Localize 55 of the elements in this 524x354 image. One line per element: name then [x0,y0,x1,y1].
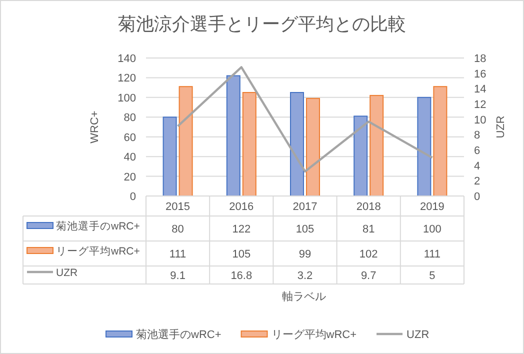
y-tick-label: 0 [130,191,136,203]
y-tick-label: 140 [118,53,136,65]
y-tick-label: 40 [124,152,136,164]
y2-tick-label: 10 [474,114,486,126]
data-label: 99 [298,248,312,260]
bar [226,75,240,196]
bar [178,86,193,196]
y2-tick-label: 0 [474,191,480,203]
text: 軸ラベル [282,290,326,303]
data-label: 80 [172,224,184,236]
y-tick-label: 120 [118,72,136,85]
bar [417,96,432,196]
bar [370,94,384,196]
data-label: 5 [429,270,436,282]
data-label: 102 [359,248,378,260]
x-tick-label: 2017 [292,201,318,213]
data-label: 122 [232,224,251,236]
y2-tick-label: 8 [474,130,480,142]
bar [290,92,304,196]
data-label: 105 [296,224,314,236]
data-label: 9.1 [170,270,186,282]
x-tick-label: 2016 [229,201,254,213]
legend-label: 菊池選手のwRC+ [56,220,140,232]
legend-label: リーグ平均wRC+ [56,246,140,258]
data-label: 81 [362,224,375,236]
data-label: 3.2 [297,270,313,282]
y2-tick-label: 4 [474,160,480,172]
data-label: 100 [423,224,442,236]
y-tick-label: 80 [124,112,136,124]
y2-tick-label: 18 [474,53,486,65]
bar [242,92,256,196]
legend-label: UZR [56,267,78,279]
data-label: 105 [232,248,251,260]
y2-tick-label: 2 [474,176,480,188]
bar [306,98,320,196]
data-label: 16.8 [230,270,252,282]
y2-axis-title: UZR [495,116,507,138]
x-tick-label: 2018 [356,201,381,213]
x-tick-label: 2019 [420,201,444,213]
y2-tick-label: 16 [474,68,486,80]
data-label: 9.7 [360,270,376,282]
y2-tick-label: 14 [474,84,486,96]
y-axis-title: WRC+ [89,110,101,144]
y-tick-label: 100 [118,92,136,104]
data-label: 111 [169,248,186,260]
y2-tick-label: 6 [474,145,480,157]
y-tick-label: 60 [124,132,136,144]
x-tick-label: 2015 [166,201,190,213]
y2-tick-label: 12 [474,99,486,111]
chart-title: 菊池涼介選手とリーグ平均との比較 [118,14,406,34]
bar [354,116,368,196]
bar [162,116,177,196]
data-label: 111 [424,248,441,260]
bar [433,86,448,196]
y-tick-label: 20 [124,171,136,184]
